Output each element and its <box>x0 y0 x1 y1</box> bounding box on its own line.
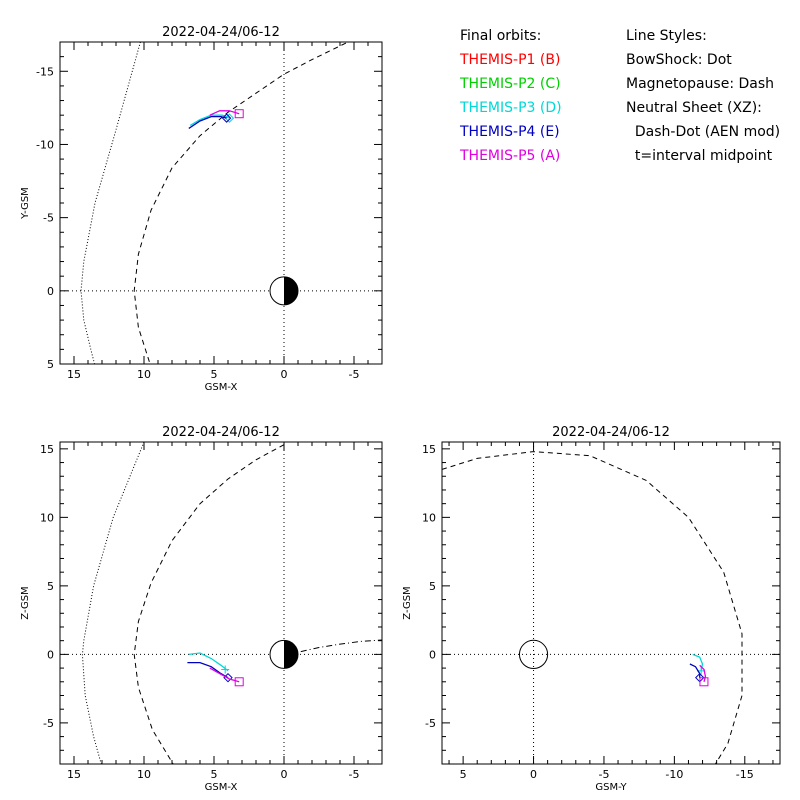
panel-2: 2022-04-24/06-12 15 10 5 0 -5 -5 0 5 10 15 GSM-X Z-G… <box>20 425 383 793</box>
orbit-themis-p5-a <box>209 110 240 116</box>
plot-frame <box>59 441 383 765</box>
legend-probe-p1: THEMIS-P1 (B) <box>460 52 561 68</box>
x-tick-label: 5 <box>211 368 218 381</box>
orbit-themis-p3-d <box>188 652 229 672</box>
plot-area <box>442 451 743 764</box>
orbit-marker-plus <box>221 665 230 674</box>
y-tick-label: 0 <box>47 648 54 661</box>
magnetopause-line <box>133 42 350 364</box>
line-style-neutral-sheet-mod: Dash-Dot (AEN mod) <box>626 124 781 140</box>
y-tick-label: -10 <box>36 138 54 151</box>
panel-title: 2022-04-24/06-12 <box>162 425 280 440</box>
y-axis-label: Z-GSM <box>20 586 31 619</box>
x-tick-label: -5 <box>598 768 609 781</box>
y-tick-label: 5 <box>47 580 54 593</box>
y-tick-label: -15 <box>36 65 54 78</box>
magnetopause-line <box>133 444 285 764</box>
y-tick-label: 5 <box>47 358 54 371</box>
y-tick-label: 10 <box>422 511 436 524</box>
orbits-legend: Final orbits: THEMIS-P1 (B) THEMIS-P2 (C… <box>460 24 562 168</box>
orbit-themis-p4-e <box>188 115 227 129</box>
magnetopause-line <box>442 451 743 764</box>
y-tick-label: -5 <box>43 212 54 225</box>
line-styles-title: Line Styles: <box>626 28 707 44</box>
legend-probe-p3: THEMIS-P3 (D) <box>460 100 562 116</box>
line-style-neutral-sheet: Neutral Sheet (XZ): <box>626 100 762 116</box>
legend-probe-p5: THEMIS-P5 (A) <box>460 148 561 164</box>
orbit-marker-square <box>234 677 244 687</box>
bowshock-line <box>81 442 145 764</box>
orbit-themis-p5-a <box>209 667 240 683</box>
x-tick-label: -5 <box>349 368 360 381</box>
y-axis-label: Z-GSM <box>402 586 413 619</box>
panel-title: 2022-04-24/06-12 <box>552 425 670 440</box>
line-style-bowshock: BowShock: Dot <box>626 52 732 68</box>
y-tick-label: -5 <box>425 717 436 730</box>
y-tick-label: 15 <box>40 443 54 456</box>
y-tick-label: 0 <box>429 648 436 661</box>
y-tick-label: 5 <box>429 580 436 593</box>
x-tick-label: 10 <box>137 368 151 381</box>
x-tick-label: -15 <box>736 768 754 781</box>
panel-title: 2022-04-24/06-12 <box>162 25 280 40</box>
line-styles-legend: Line Styles: BowShock: Dot Magnetopause:… <box>626 24 780 168</box>
panel-1: 2022-04-24/06-12 15 10 5 0 -5 5 0 -5 -10 -15 GSM-X Y… <box>20 25 383 393</box>
line-style-magnetopause: Magnetopause: Dash <box>626 76 775 92</box>
panel-3: 2022-04-24/06-12 5 0 -5 -10 -15 -5 0 5 10 15 GSM-Y Z… <box>402 425 781 793</box>
x-tick-label: 0 <box>281 368 288 381</box>
plot-area <box>81 442 382 764</box>
y-axis-label: Y-GSM <box>20 187 31 220</box>
orbit-themis-p4-e <box>689 663 701 678</box>
plot-area <box>80 42 350 364</box>
x-tick-label: 5 <box>460 768 467 781</box>
y-tick-label: 10 <box>40 511 54 524</box>
x-tick-label: 10 <box>137 768 151 781</box>
y-tick-label: 15 <box>422 443 436 456</box>
plot-frame <box>59 41 383 365</box>
line-style-time-note: t=interval midpoint <box>626 148 773 164</box>
orbit-marker-square <box>699 677 709 687</box>
orbit-marker-diamond <box>221 113 232 123</box>
y-tick-label: -5 <box>43 717 54 730</box>
earth-night-side <box>284 640 298 669</box>
orbit-marker-square <box>234 109 244 119</box>
x-tick-label: 15 <box>67 768 81 781</box>
earth-circle <box>518 639 549 669</box>
x-tick-label: -5 <box>349 768 360 781</box>
x-axis-label: GSM-Y <box>595 782 627 793</box>
earth-night-side <box>284 276 298 305</box>
plot-frame <box>441 441 781 765</box>
x-axis-label: GSM-X <box>205 382 238 393</box>
orbit-marker-diamond <box>224 113 235 123</box>
x-tick-label: 0 <box>530 768 537 781</box>
orbit-themis-p5-a <box>699 664 707 682</box>
x-axis-label: GSM-X <box>205 782 238 793</box>
neutral-sheet-line <box>300 639 382 653</box>
legend-probe-p2: THEMIS-P2 (C) <box>460 76 561 92</box>
x-tick-label: 0 <box>281 768 288 781</box>
x-tick-label: -10 <box>665 768 683 781</box>
orbits-legend-title: Final orbits: <box>460 28 542 44</box>
bowshock-line <box>80 42 141 364</box>
y-tick-label: 0 <box>47 285 54 298</box>
x-tick-label: 5 <box>211 768 218 781</box>
legend-probe-p4: THEMIS-P4 (E) <box>460 124 560 140</box>
x-tick-label: 15 <box>67 368 81 381</box>
